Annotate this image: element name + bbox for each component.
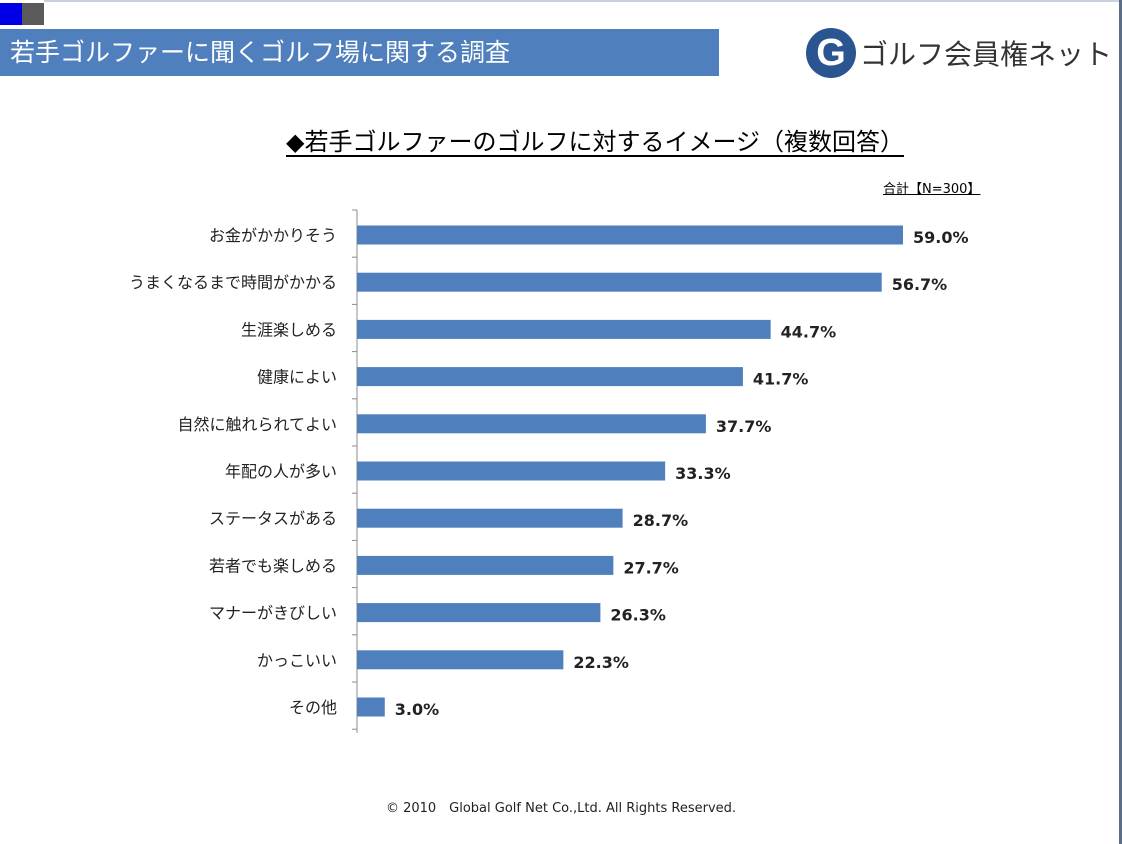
category-label: うまくなるまで時間がかかる [129,273,337,292]
bar [357,461,666,481]
category-label: 生涯楽しめる [241,320,337,339]
category-label: ステータスがある [209,509,337,528]
page-title: 若手ゴルファーに聞くゴルフ場に関する調査 [0,29,719,76]
category-label: お金がかかりそう [209,226,337,245]
category-label: 若者でも楽しめる [209,556,337,575]
category-label: その他 [289,698,337,717]
data-label: 59.0% [913,228,969,247]
bar [357,508,623,528]
corner-square-blue [0,3,22,25]
data-label: 33.3% [675,464,731,483]
bar [357,555,614,575]
data-label: 27.7% [623,558,679,577]
data-label: 44.7% [781,322,837,341]
bar [357,603,601,623]
data-label: 41.7% [753,370,809,389]
bar [357,650,564,670]
logo-text: ゴルフ会員権ネット [860,38,1113,71]
brand-logo: G ゴルフ会員権ネット [806,28,1112,78]
bar [357,367,743,387]
bar [357,319,771,339]
data-label: 28.7% [633,511,689,530]
corner-square-gray [22,3,44,25]
data-label: 22.3% [573,653,629,672]
category-label: マナーがきびしい [209,604,337,623]
total-sample-label: 合計【N=300】 [883,182,981,197]
category-label: 健康によい [257,368,337,387]
data-label: 37.7% [716,417,772,436]
chart-title: ◆若手ゴルファーのゴルフに対するイメージ（複数回答） [286,128,904,156]
category-label: 自然に触れられてよい [177,415,337,434]
category-label: かっこいい [257,651,337,670]
bar [357,697,385,717]
bar [357,414,706,434]
logo-g-icon: G [806,28,856,78]
data-label: 3.0% [395,700,439,719]
frame-right-border [1119,0,1122,844]
data-label: 56.7% [892,275,948,294]
data-label: 26.3% [610,606,666,625]
frame-top-border [44,0,1122,2]
category-label: 年配の人が多い [225,462,337,481]
copyright-footer: © 2010 Global Golf Net Co.,Ltd. All Righ… [385,801,737,816]
bar [357,272,882,292]
bar [357,225,903,245]
